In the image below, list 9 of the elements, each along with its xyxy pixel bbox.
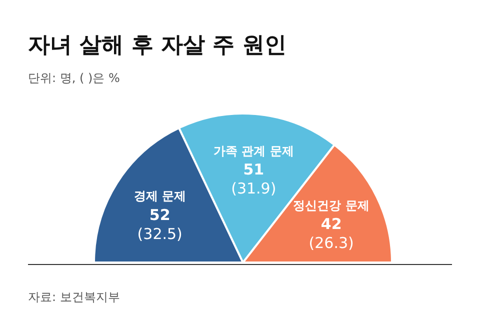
data-label: 51 (31.9) [231, 160, 276, 198]
slice-label: 경제 문제 [134, 189, 186, 204]
slice-label: 정신건강 문제 [293, 198, 370, 212]
data-label: 42 (26.3) [308, 215, 354, 252]
slice-label: 가족 관계 문제 [213, 144, 294, 158]
chart-subtitle: 단위: 명, ( )은 % [28, 70, 120, 87]
data-label: 52 (32.5) [137, 206, 182, 243]
text: 자료: 보건복지부 [28, 289, 120, 306]
chart-title: 자녀 살해 후 자살 주 원인 [28, 32, 286, 60]
